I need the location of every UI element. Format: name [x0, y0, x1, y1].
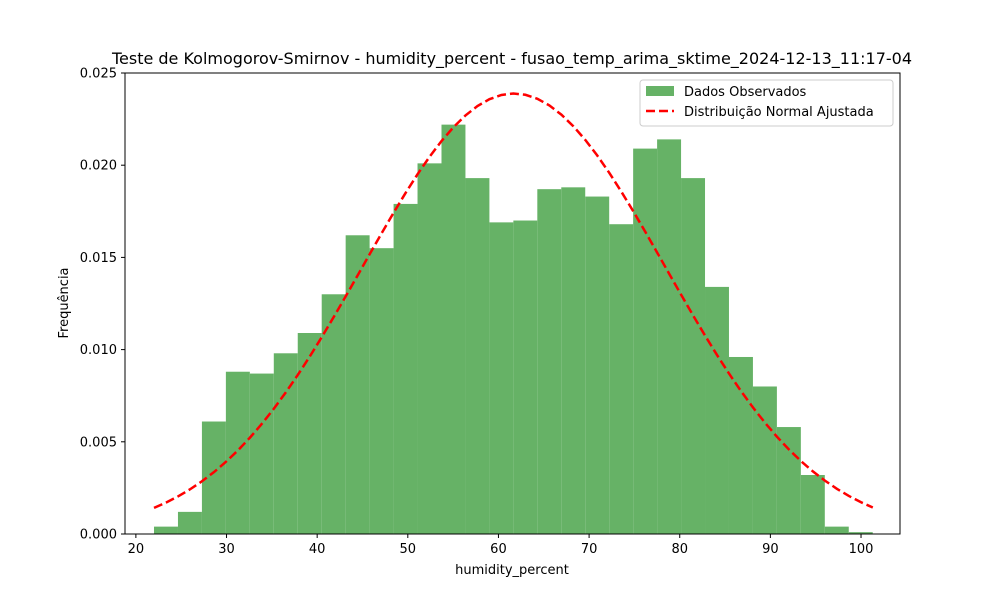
histogram-bar	[705, 286, 729, 534]
x-tick-label: 50	[400, 542, 417, 557]
histogram-bar	[537, 189, 562, 534]
histogram-bar	[345, 235, 370, 534]
y-tick-label: 0.000	[80, 528, 117, 543]
histogram-bar	[681, 178, 706, 534]
histogram-bar	[609, 224, 634, 534]
x-axis-label: humidity_percent	[455, 563, 569, 578]
x-tick-label: 90	[762, 542, 779, 557]
y-tick-label: 0.025	[80, 67, 117, 82]
histogram-bar	[417, 163, 442, 534]
y-tick-label: 0.020	[80, 159, 117, 174]
y-tick-label: 0.005	[80, 435, 117, 450]
x-tick-label: 30	[218, 542, 235, 557]
histogram-bar	[297, 333, 322, 534]
histogram-bar	[201, 421, 226, 534]
histogram-bar	[633, 148, 658, 534]
x-tick-label: 70	[581, 542, 598, 557]
x-tick-label: 60	[490, 542, 507, 557]
y-axis-label: Frequência	[57, 267, 72, 338]
x-tick-label: 100	[849, 542, 874, 557]
histogram-bar	[225, 371, 250, 534]
normal-fit-line	[153, 92, 874, 510]
x-axis-ticks: 20 30 40 50 60 70 80 90 100	[128, 534, 874, 557]
legend: Dados Observados Distribuição Normal Aju…	[639, 79, 894, 127]
histogram-bar	[585, 196, 610, 534]
legend-label-histogram: Dados Observados	[684, 85, 807, 100]
histogram-bar	[154, 526, 178, 534]
y-tick-label: 0.010	[80, 343, 117, 358]
histogram-bar	[824, 526, 849, 534]
y-tick-label: 0.015	[80, 251, 117, 266]
histogram-bar	[752, 386, 777, 534]
histogram-bar	[249, 373, 274, 534]
x-tick-label: 20	[128, 542, 145, 557]
histogram-bar	[465, 178, 490, 534]
histogram-bar	[273, 353, 298, 534]
histogram-bar	[657, 139, 682, 534]
histogram-bar	[776, 427, 801, 534]
x-tick-label: 80	[671, 542, 688, 557]
histogram-bar	[321, 294, 346, 534]
histogram-bar	[441, 124, 466, 534]
histogram-bar	[369, 248, 394, 534]
histogram-bar	[177, 511, 202, 534]
legend-swatch-histogram	[646, 86, 674, 96]
plot-area-frame	[124, 72, 901, 535]
chart-title: Teste de Kolmogorov-Smirnov - humidity_p…	[111, 49, 912, 69]
legend-box	[639, 79, 894, 127]
histogram-bar	[513, 220, 538, 534]
histogram-bar	[561, 187, 586, 534]
x-tick-label: 40	[309, 542, 326, 557]
y-axis-ticks: 0.000 0.005 0.010 0.015 0.020 0.025	[80, 67, 125, 543]
histogram-bar	[393, 203, 418, 534]
histogram-bar	[728, 356, 753, 534]
legend-label-fit-line: Distribuição Normal Ajustada	[684, 105, 874, 120]
histogram-bar	[848, 532, 873, 534]
histogram-bars	[154, 124, 873, 534]
histogram-bar	[489, 222, 514, 534]
histogram-bar	[800, 474, 825, 534]
